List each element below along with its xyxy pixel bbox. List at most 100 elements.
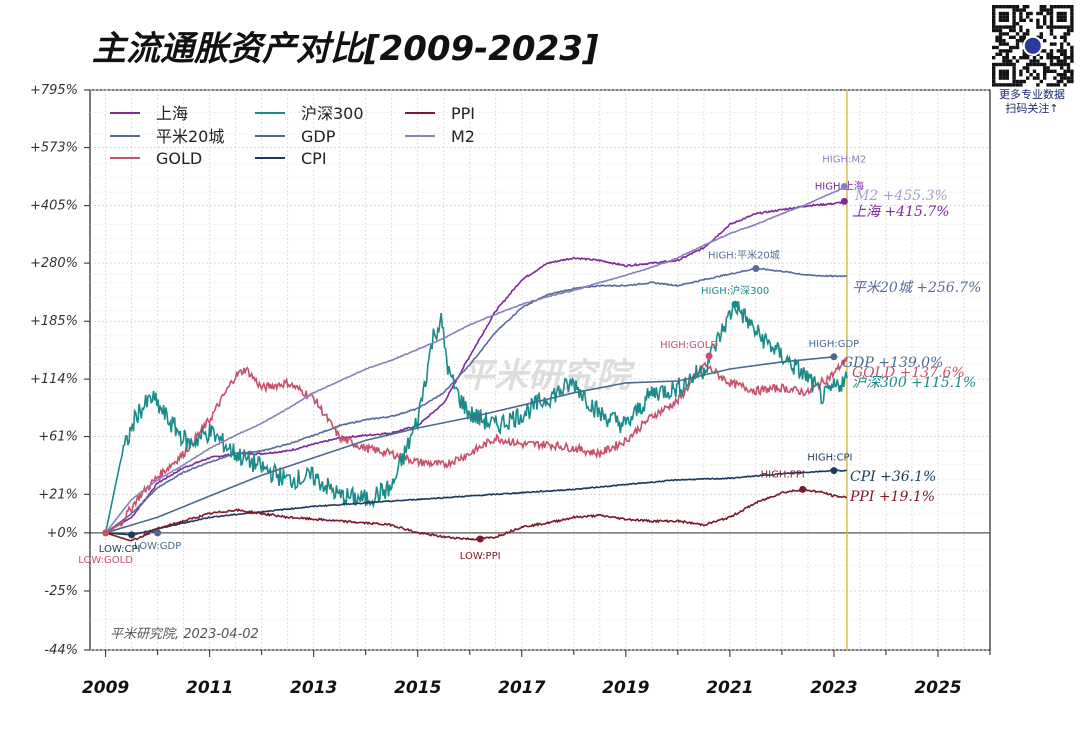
qr-module [1066,62,1071,67]
annotation-label: HIGH:PPI [761,469,805,480]
qr-module [1005,42,1009,46]
legend-label: M2 [451,127,475,146]
qr-module [992,8,996,12]
qr-module [1070,56,1074,60]
qr-module [1002,59,1006,63]
qr-module [1046,56,1050,60]
qr-module [1046,83,1050,87]
qr-module [995,5,999,9]
qr-module [1063,73,1067,77]
qr-module [1056,11,1060,16]
qr-module [1046,8,1050,12]
qr-module [1049,42,1054,46]
qr-module [1036,83,1040,87]
qr-module [1012,18,1016,22]
annotation-marker [830,467,838,475]
qr-module [1012,62,1016,67]
qr-module [1043,73,1047,77]
qr-module [1063,69,1067,73]
qr-logo-icon [1022,35,1043,56]
qr-module [1049,25,1054,29]
qr-module [1060,18,1064,22]
qr-module [995,35,999,39]
qr-module [1005,83,1009,87]
end-label: GDP +139.0% [842,355,943,371]
qr-module [1049,83,1054,87]
qr-module [1022,79,1026,84]
end-label: 沪深300 +115.1% [852,375,976,391]
qr-module [1053,69,1057,73]
annotation-label: LOW:GDP [134,541,181,552]
legend-label: GOLD [156,149,202,168]
qr-module [1026,28,1030,33]
qr-module [1005,15,1009,19]
x-tick-label: 2013 [290,678,337,698]
qr-module [998,52,1003,56]
qr-module [1005,59,1009,63]
qr-module [1012,11,1016,16]
qr-module [998,25,1003,29]
annotation-marker [752,264,760,272]
qr-module [1053,62,1057,67]
annotation-label: HIGH:GOLD [660,340,718,351]
qr-module [1066,5,1071,9]
qr-module [1043,62,1047,67]
qr-module [1063,76,1067,80]
qr-module [998,32,1003,36]
legend-label: 沪深300 [301,104,364,123]
qr-module [1043,39,1047,43]
qr-module [1060,79,1064,84]
qr-module [1022,35,1026,39]
qr-caption-line2: 扫码关注↑ [1005,101,1058,115]
qr-module [1019,8,1023,12]
qr-module [1009,25,1013,29]
qr-module [1063,32,1067,36]
x-tick-label: 2015 [394,678,441,698]
qr-module [1060,49,1064,53]
end-label: GOLD +137.6% [852,365,965,381]
x-tick-label: 2017 [498,678,545,698]
watermark: 平米研究院 [460,356,636,396]
legend-label: GDP [301,127,336,146]
qr-module [1060,5,1064,9]
qr-module [998,5,1003,9]
qr-module [1039,79,1043,84]
legend-label: 上海 [156,104,188,123]
qr-module [1022,56,1026,60]
x-tick-label: 2009 [82,678,129,698]
qr-module [1012,35,1016,39]
qr-module [1012,76,1016,80]
qr-module [1002,11,1006,16]
qr-module [1060,62,1064,67]
qr-module [1056,15,1060,19]
qr-module [992,22,996,26]
qr-module [998,15,1003,19]
qr-module [1015,59,1020,63]
qr-module [1019,35,1023,39]
chart-title: 主流通胀资产对比[2009-2023] [92,29,599,69]
qr-module [1009,83,1013,87]
qr-module [1063,52,1067,56]
series-lines [104,185,848,542]
qr-module [1012,28,1016,33]
qr-module [995,25,999,29]
qr-module [1060,42,1064,46]
qr-module [1019,11,1023,16]
qr-module [1060,11,1064,16]
qr-module [1063,18,1067,22]
annotation-label: HIGH:上海 [815,179,864,192]
qr-module [1015,79,1020,84]
qr-module [992,66,996,70]
qr-module [1056,73,1060,77]
qr-module [1019,79,1023,84]
qr-module [1070,49,1074,53]
qr-module [1002,25,1006,29]
annotation-marker [830,353,838,361]
qr-module [1009,35,1013,39]
qr-module [1022,52,1026,56]
qr-module [1056,56,1060,60]
qr-module [1029,73,1033,77]
qr-module [1070,69,1074,73]
qr-module [1063,59,1067,63]
qr-module [1026,15,1030,19]
